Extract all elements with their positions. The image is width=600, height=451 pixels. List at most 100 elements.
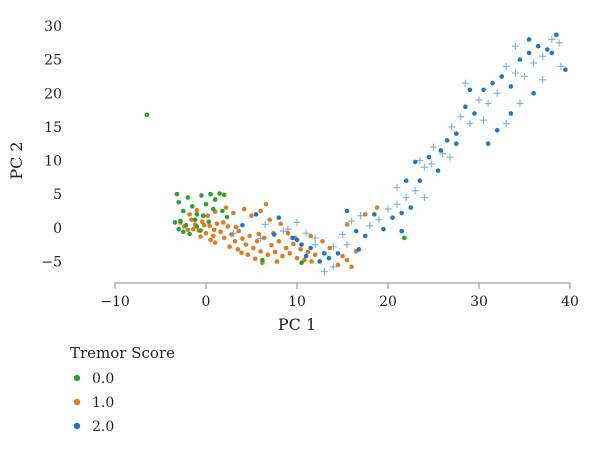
y-tick-label: −5 [41, 254, 62, 270]
data-point [516, 99, 524, 107]
data-point [329, 263, 337, 271]
data-point [251, 245, 256, 251]
data-point [221, 192, 227, 198]
data-point [381, 226, 386, 232]
data-point [366, 222, 374, 230]
data-point [200, 219, 205, 225]
data-point [402, 235, 407, 241]
data-point [303, 253, 309, 259]
data-point [258, 249, 263, 254]
data-point [448, 123, 456, 131]
data-point [390, 215, 395, 221]
data-point [353, 228, 359, 234]
x-tick-label: −10 [100, 294, 130, 310]
data-point [420, 163, 428, 171]
data-point [180, 229, 186, 235]
data-point [374, 205, 380, 210]
data-point [539, 52, 547, 60]
data-point [340, 253, 345, 259]
data-point [217, 191, 222, 196]
data-point [416, 157, 424, 165]
data-point [183, 222, 189, 228]
data-point [299, 260, 304, 266]
data-point [446, 153, 454, 161]
data-point [245, 252, 251, 258]
data-point [232, 238, 238, 244]
data-point [293, 218, 301, 226]
data-point [453, 141, 459, 147]
data-point [200, 213, 206, 219]
data-point [274, 259, 280, 264]
data-point [502, 62, 510, 70]
y-tick-label: 0 [53, 221, 62, 237]
data-point [172, 220, 178, 225]
data-point [535, 43, 541, 49]
data-point [356, 247, 362, 252]
data-point [260, 257, 265, 263]
data-point [413, 159, 418, 165]
data-point [308, 233, 313, 239]
data-point [285, 230, 291, 236]
y-tick-label: 10 [44, 154, 62, 170]
data-point [207, 223, 212, 229]
data-point [349, 264, 354, 270]
data-point [176, 226, 181, 232]
data-point [187, 231, 192, 237]
data-point [263, 201, 269, 207]
data-point [517, 57, 523, 62]
data-point [278, 221, 283, 227]
data-point [499, 74, 505, 79]
data-point [290, 235, 295, 241]
data-point [375, 216, 383, 224]
data-point [261, 235, 267, 241]
data-point [322, 251, 327, 256]
data-point [299, 242, 304, 247]
data-point [344, 222, 350, 227]
data-point [235, 247, 241, 252]
data-point [298, 247, 303, 252]
data-point [199, 193, 204, 198]
data-point [214, 221, 220, 227]
x-tick-label: 20 [379, 294, 397, 310]
data-point [457, 113, 465, 121]
data-point [174, 191, 180, 197]
data-point [399, 228, 404, 234]
data-point [254, 238, 260, 244]
data-point [511, 69, 519, 77]
data-point [211, 227, 217, 233]
data-point [291, 241, 296, 247]
data-point [265, 252, 271, 258]
legend-entry: 1.0 [92, 395, 114, 411]
data-point [185, 227, 191, 233]
data-point [544, 47, 550, 52]
data-point [485, 141, 491, 147]
legend-marker [73, 422, 81, 430]
x-ticks: −10 0 10 20 30 40 [100, 283, 579, 310]
data-point [185, 195, 191, 200]
data-point [508, 84, 514, 89]
data-point [194, 224, 200, 229]
data-point [212, 240, 218, 245]
data-point [302, 229, 310, 237]
data-point [311, 234, 319, 242]
data-point [198, 228, 203, 233]
data-point [393, 183, 401, 191]
data-point [428, 160, 436, 168]
data-point [294, 255, 300, 261]
data-point [294, 237, 300, 243]
data-point [320, 238, 325, 244]
y-tick-label: 20 [44, 86, 62, 102]
data-point [272, 249, 278, 255]
y-ticks: −5 0 5 10 15 20 25 30 [41, 19, 62, 270]
data-point [343, 241, 351, 249]
data-point [276, 215, 282, 221]
data-point [309, 259, 314, 264]
data-point [555, 39, 563, 47]
data-point [257, 235, 265, 243]
data-point [203, 201, 209, 207]
data-point [190, 203, 195, 209]
data-point [189, 217, 194, 223]
data-point [493, 89, 501, 97]
data-point [403, 178, 409, 184]
data-point [194, 212, 200, 217]
